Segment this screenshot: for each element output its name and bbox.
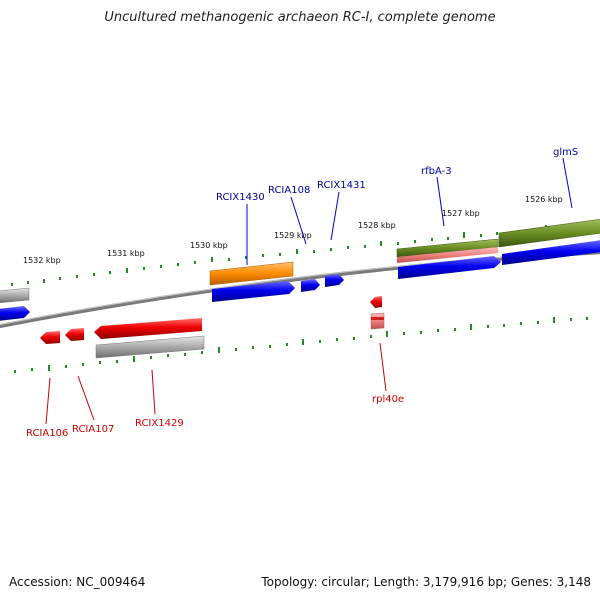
- gene-blue-rfba3: [398, 256, 501, 279]
- topology-text: Topology: circular; Length: 3,179,916 bp…: [261, 575, 591, 589]
- scale-label-1529: 1529 kbp: [274, 231, 312, 240]
- leader-rcia108: [290, 196, 307, 245]
- gene-label-rcia108[interactable]: RCIA108: [268, 185, 310, 196]
- gene-label-rcix1431[interactable]: RCIX1431: [317, 180, 366, 191]
- gene-gray-rcix1429: [95, 335, 205, 359]
- scale-label-1531: 1531 kbp: [107, 249, 145, 258]
- scale-label-1526: 1526 kbp: [525, 195, 563, 204]
- gene-blue-rcix1430: [212, 281, 295, 302]
- leader-rcia106: [45, 377, 51, 425]
- leader-rcix1429: [151, 369, 156, 415]
- gene-olive-glms: [498, 219, 600, 248]
- leader-rcia107: [77, 375, 95, 421]
- gene-pink-rpl40e: [370, 312, 385, 330]
- gene-label-rfba3[interactable]: rfbA-3: [421, 166, 452, 177]
- leader-rpl40e: [379, 342, 387, 392]
- reverse-tick-ruler: [14, 317, 588, 373]
- leader-rfba3: [436, 176, 445, 227]
- gene-label-rcia106[interactable]: RCIA106: [26, 428, 68, 439]
- gene-label-rcix1430[interactable]: RCIX1430: [216, 192, 265, 203]
- gene-label-glms[interactable]: glmS: [553, 147, 578, 158]
- gene-blue-glms: [502, 240, 600, 265]
- gene-red-rcia107: [65, 328, 84, 341]
- scale-label-1528: 1528 kbp: [358, 221, 396, 230]
- gene-red-rcix1429: [94, 318, 202, 339]
- gene-label-rcix1429[interactable]: RCIX1429: [135, 418, 184, 429]
- map-title: Uncultured methanogenic archaeon RC-I, c…: [104, 10, 496, 25]
- scale-label-1527: 1527 kbp: [442, 209, 480, 218]
- gene-red-rpl40e: [370, 296, 382, 308]
- gene-label-rcia107[interactable]: RCIA107: [72, 424, 114, 435]
- gene-gray-partial-left: [0, 287, 30, 304]
- scale-label-1532: 1532 kbp: [23, 256, 61, 265]
- gene-label-rpl40e[interactable]: rpl40e: [372, 394, 404, 405]
- gene-blue-rcix1431: [325, 274, 344, 287]
- gene-blue-rcia108: [301, 279, 320, 292]
- gene-red-rpl40e-band: [371, 317, 384, 320]
- leader-rcix1431: [330, 191, 340, 241]
- gene-blue-partial-left: [0, 306, 30, 321]
- scale-label-1530: 1530 kbp: [190, 241, 228, 250]
- gene-orange-rcix1430-rna: [209, 261, 294, 286]
- accession-text: Accession: NC_009464: [9, 575, 146, 589]
- gene-red-rcia106: [40, 331, 60, 344]
- gene-pink-rfba3: [397, 247, 498, 263]
- leader-glms: [562, 157, 573, 209]
